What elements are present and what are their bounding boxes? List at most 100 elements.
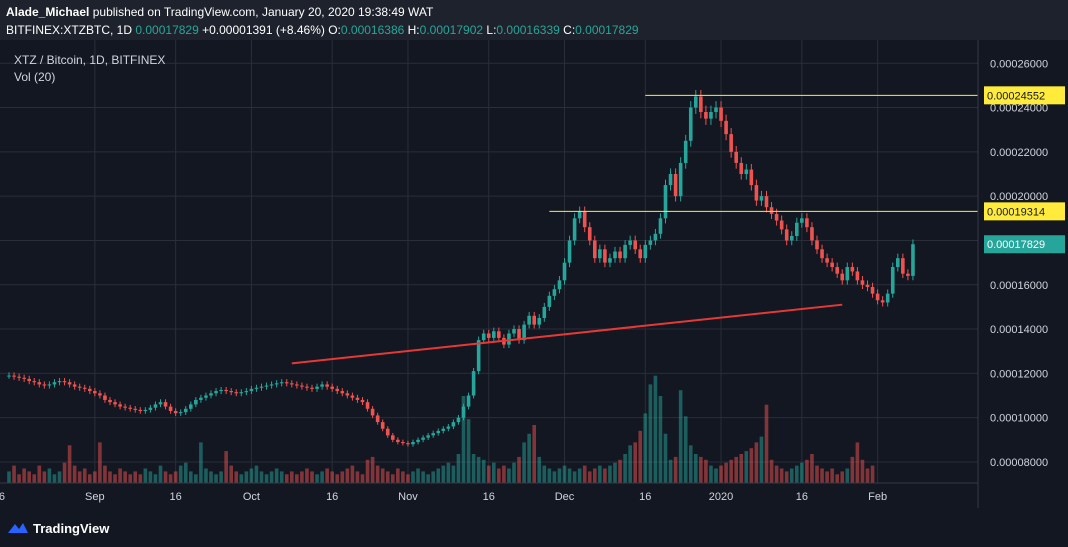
candle-body xyxy=(254,387,259,389)
volume-bar xyxy=(486,465,491,483)
candle-body xyxy=(279,382,284,384)
volume-bar xyxy=(62,462,67,483)
candle-body xyxy=(522,324,526,341)
time-tick-label: 2020 xyxy=(709,491,733,503)
candle-body xyxy=(552,289,557,296)
candle-body xyxy=(340,391,345,394)
close-value: 0.00017829 xyxy=(575,23,639,37)
candle-body xyxy=(7,375,11,377)
time-tick-label: 16 xyxy=(326,491,338,503)
volume-bar xyxy=(845,468,850,483)
volume-bar xyxy=(699,456,703,483)
volume-bar xyxy=(497,468,501,483)
candle-body xyxy=(896,258,900,268)
candle-body xyxy=(436,430,441,434)
volume-bar xyxy=(820,468,824,483)
volume-bar xyxy=(451,465,456,483)
volume-bar xyxy=(431,471,435,483)
candle-body xyxy=(295,384,299,386)
volume-bar xyxy=(244,471,249,483)
level-price-tag xyxy=(984,202,1065,221)
candle-body xyxy=(466,395,471,407)
candle-body xyxy=(694,96,698,108)
volume-bar xyxy=(77,471,82,483)
volume-bar xyxy=(143,468,148,483)
candle-body xyxy=(603,249,607,263)
candle-body xyxy=(527,315,531,325)
candle-body xyxy=(714,107,718,112)
candle-body xyxy=(365,402,370,409)
candle-body xyxy=(476,340,481,372)
volume-bar xyxy=(350,465,355,483)
candle-body xyxy=(865,284,870,287)
candle-body xyxy=(451,422,456,427)
candle-body xyxy=(88,388,92,392)
candle-body xyxy=(194,399,198,405)
volume-bar xyxy=(12,465,16,483)
tradingview-brand[interactable]: TradingView xyxy=(33,521,110,536)
volume-bar xyxy=(527,433,531,483)
candle-body xyxy=(401,442,405,444)
volume-bars xyxy=(7,375,875,483)
candle-body xyxy=(461,406,466,418)
candle-body xyxy=(103,395,107,400)
volume-bar xyxy=(320,471,324,483)
volume-bar xyxy=(284,474,289,483)
volume-bar xyxy=(254,465,259,483)
last-price: 0.00017829 xyxy=(135,23,199,37)
time-tick-label: 16 xyxy=(170,491,182,503)
volume-bar xyxy=(173,471,178,483)
level-price-tag xyxy=(984,86,1065,105)
candle-body xyxy=(108,399,112,403)
price-chart[interactable]: 0.00026000 0.00024000 0.00022000 0.00020000… xyxy=(0,40,1068,508)
volume-bar xyxy=(492,462,496,483)
candle-body xyxy=(820,249,824,259)
time-tick-label: Oct xyxy=(243,491,260,503)
volume-bar xyxy=(189,471,193,483)
volume-bar xyxy=(406,474,410,483)
volume-bar xyxy=(163,471,168,483)
chart-legend-symbol: XTZ / Bitcoin, 1D, BITFINEX xyxy=(14,53,166,67)
volume-bar xyxy=(825,471,829,483)
candle-body xyxy=(244,391,249,393)
volume-bar xyxy=(239,474,244,483)
volume-bar xyxy=(441,465,446,483)
candles xyxy=(7,89,915,447)
candle-body xyxy=(199,397,203,400)
volume-bar xyxy=(608,465,612,483)
volume-bar xyxy=(512,462,516,483)
volume-bar xyxy=(42,471,47,483)
candle-body xyxy=(850,267,855,272)
time-axis[interactable]: 16 Sep 16 Oct 16 Nov 16 Dec 16 2020 16 Feb xyxy=(0,491,887,503)
candle-body xyxy=(133,408,138,410)
open-label: O: xyxy=(328,23,341,37)
tradingview-logo-icon[interactable] xyxy=(7,520,29,536)
candle-body xyxy=(805,218,809,228)
candle-body xyxy=(633,240,637,250)
volume-bar xyxy=(27,471,31,483)
candle-body xyxy=(860,280,865,285)
volume-bar xyxy=(734,456,738,483)
symbol-label: BITFINEX:XTZBTC, 1D xyxy=(6,23,133,37)
candle-body xyxy=(532,315,536,325)
candle-body xyxy=(749,169,754,186)
candle-body xyxy=(380,422,385,429)
volume-bar xyxy=(168,474,173,483)
volume-bar xyxy=(138,474,143,483)
level-price-label: 0.00024552 xyxy=(987,90,1045,102)
author-name[interactable]: Alade_Michael xyxy=(6,5,90,19)
candle-body xyxy=(825,258,829,263)
candle-body xyxy=(890,267,895,294)
volume-bar xyxy=(153,474,158,483)
volume-bar xyxy=(224,451,228,483)
candle-body xyxy=(426,435,430,438)
price-axis[interactable]: 0.00026000 0.00024000 0.00022000 0.00020000… xyxy=(984,58,1065,469)
candle-body xyxy=(264,385,269,387)
candle-body xyxy=(663,185,668,219)
candle-body xyxy=(830,262,834,268)
candle-body xyxy=(810,227,814,241)
candle-body xyxy=(759,196,764,201)
volume-bar xyxy=(658,396,663,483)
volume-bar xyxy=(593,468,597,483)
candle-body xyxy=(481,333,486,341)
